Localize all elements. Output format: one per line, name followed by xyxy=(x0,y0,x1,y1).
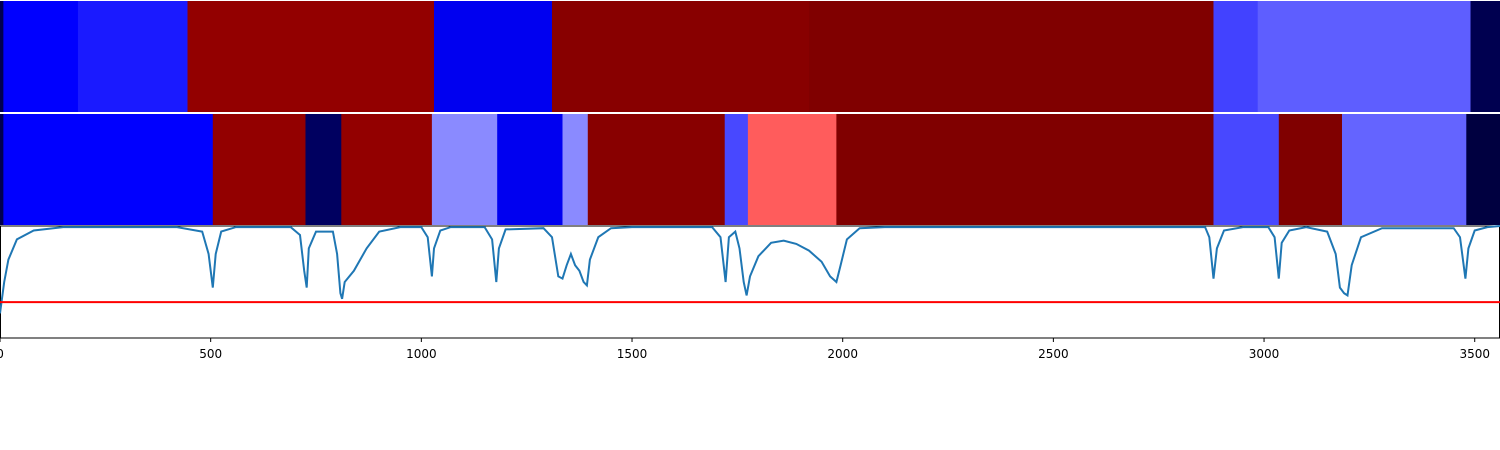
heatmap-segment xyxy=(0,1,4,112)
heatmap-segment xyxy=(1257,1,1472,112)
heatmap-segment xyxy=(808,1,1214,112)
heatmap-segment xyxy=(1470,1,1500,112)
heatmap-segment xyxy=(341,114,433,225)
heatmap-segment xyxy=(431,114,498,225)
heatmap-segment xyxy=(1213,1,1259,112)
heatmap-segment xyxy=(1466,114,1500,225)
heatmap-rows xyxy=(0,1,1500,225)
heatmap-segment xyxy=(212,114,306,225)
line-panel xyxy=(0,225,1500,339)
x-tick-label: 2000 xyxy=(827,347,858,361)
line-series xyxy=(0,225,1500,314)
x-axis: 0 500 1000 1500 2000 2500 3000 3500 xyxy=(0,338,1490,361)
heatmap-segment xyxy=(724,114,749,225)
heatmap-segment xyxy=(187,1,435,112)
heatmap-segment xyxy=(836,114,1214,225)
x-tick-label: 0 xyxy=(0,347,4,361)
heatmap-segment xyxy=(587,114,726,225)
heatmap-segment xyxy=(77,1,188,112)
heatmap-row-2 xyxy=(0,114,1500,225)
x-tick-label: 2500 xyxy=(1038,347,1069,361)
heatmap-segment xyxy=(3,1,79,112)
heatmap-segment xyxy=(497,114,563,225)
heatmap-segment xyxy=(1213,114,1280,225)
heatmap-segment xyxy=(3,114,214,225)
heatmap-segment xyxy=(433,1,553,112)
x-tick-label: 3500 xyxy=(1459,347,1490,361)
heatmap-segment xyxy=(747,114,837,225)
heatmap-row-1 xyxy=(0,1,1500,112)
heatmap-segment xyxy=(0,114,4,225)
heatmap-segment xyxy=(562,114,589,225)
heatmap-segment xyxy=(1341,114,1467,225)
heatmap-segment xyxy=(1278,114,1343,225)
x-tick-label: 1500 xyxy=(617,347,648,361)
x-tick-label: 3000 xyxy=(1249,347,1280,361)
x-tick-label: 1000 xyxy=(406,347,437,361)
heatmap-segment xyxy=(305,114,342,225)
x-tick-label: 500 xyxy=(199,347,222,361)
heatmap-segment xyxy=(551,1,810,112)
